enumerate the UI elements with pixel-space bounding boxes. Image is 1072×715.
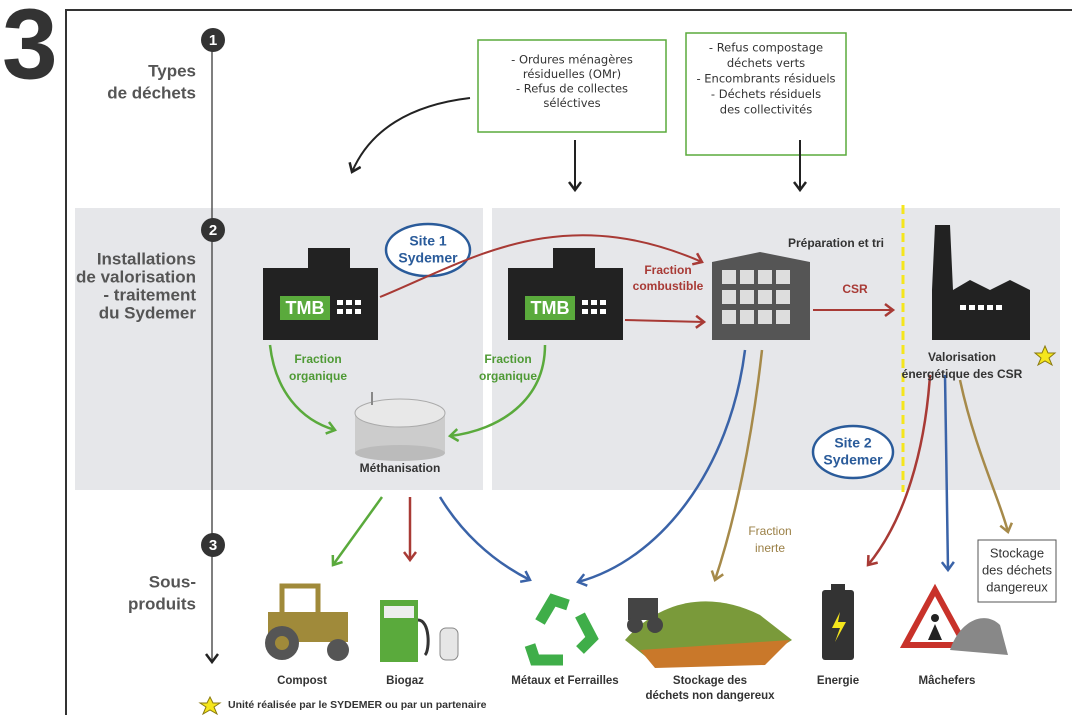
step-label: de valorisation [76,267,196,286]
hazard-storage-label: dangereux [986,579,1048,594]
layout [66,10,1072,715]
flow-label: combustible [633,279,704,293]
tractor-icon [265,586,349,661]
step-label: Sous- [149,572,196,591]
flow-label: organique [479,369,537,383]
flow-label: Fraction [294,352,341,366]
sorting-label: Préparation et tri [788,236,884,250]
flow-label: Fraction [748,524,791,538]
product-label: Compost [277,675,327,687]
diagram: 3 1 Types de déchets 2 Installationsde valor… [0,0,1072,715]
product-label: déchets non dangereux [645,690,775,702]
flow-label: organique [289,369,347,383]
battery-icon [822,584,854,660]
site-label: Sydemer [823,452,883,468]
flow-label: CSR [842,282,868,296]
hazard-storage-label: des déchets [982,562,1053,577]
footnote: Unité réalisée par le SYDEMER ou par un … [228,699,487,711]
waste-item: des collectivités [720,103,812,117]
waste-item: déchets verts [727,56,805,70]
step-label: du Sydemer [99,303,197,322]
waste-item: - Ordures ménagères [511,53,633,67]
hazard-storage-label: Stockage [990,545,1044,560]
waste-item: - Refus de collectes [516,82,628,96]
product-label: Métaux et Ferrailles [511,675,618,687]
energy-label: Valorisation [928,350,996,364]
energy-label: énergétique des CSR [902,367,1023,381]
waste-item: - Encombrants résiduels [696,72,835,86]
flow-label: Fraction [644,263,691,277]
flow-label: inerte [755,541,785,555]
step-label: produits [128,594,196,613]
pump-icon [380,600,458,662]
step-label: - traitement [103,285,196,304]
step-label: Types [148,61,196,80]
step-number: 1 [209,32,217,49]
step-number: 2 [209,222,217,239]
methanisation-label: Méthanisation [360,461,441,475]
tmb-label: TMB [531,298,570,318]
waste-item: séléctives [543,96,600,110]
section-number: 3 [2,0,58,100]
tmb-label: TMB [286,298,325,318]
site-label: Site 1 [409,233,447,249]
site-label: Site 2 [834,435,872,451]
waste-item: - Refus compostage [709,41,823,55]
site-label: Sydemer [398,250,458,266]
step-label: de déchets [107,83,196,102]
flow-label: Fraction [484,352,531,366]
step-number: 3 [209,537,217,554]
waste-item: résiduelles (OMr) [523,67,621,81]
recycle-icon [530,600,592,660]
landfill-icon [625,598,792,668]
product-label: Stockage des [673,675,747,687]
waste-item: - Déchets résiduels [711,87,821,101]
product-label: Energie [817,675,859,687]
step-label: Installations [97,249,196,268]
product-label: Mâchefers [919,675,976,687]
product-label: Biogaz [386,675,424,687]
